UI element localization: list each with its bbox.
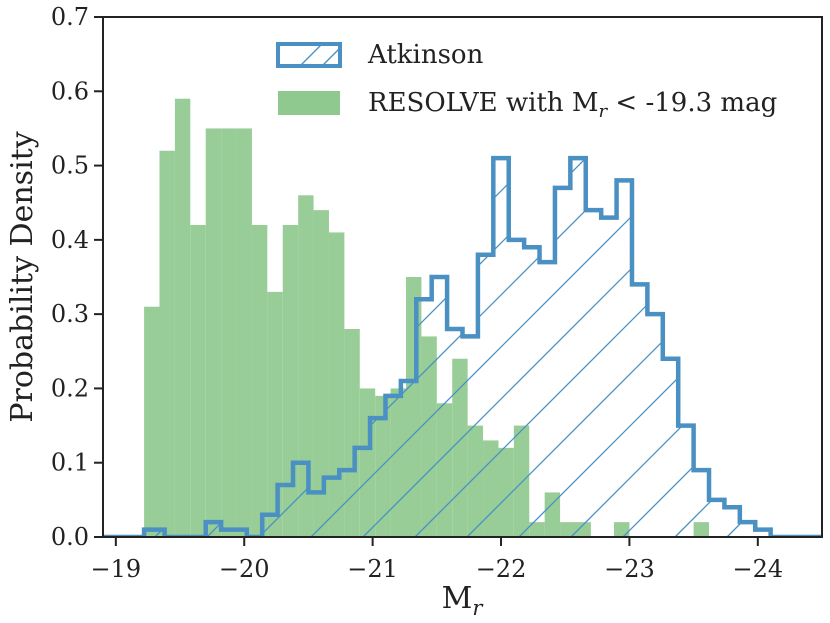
resolve-bar-13 <box>344 329 360 537</box>
resolve-bar-7 <box>251 225 268 537</box>
resolve-bars <box>144 98 710 537</box>
resolve-bar-21 <box>467 425 484 537</box>
resolve-bar-23 <box>498 447 514 537</box>
legend-swatch-resolve <box>278 91 340 115</box>
resolve-bar-25 <box>529 522 545 537</box>
resolve-bar-14 <box>359 388 376 537</box>
y-tick-label-0: 0.0 <box>51 523 89 551</box>
resolve-bar-4 <box>205 128 222 537</box>
resolve-bar-10 <box>298 195 314 537</box>
resolve-bar-18 <box>421 336 437 537</box>
y-tick-label-4: 0.4 <box>51 226 89 254</box>
y-tick-label-2: 0.2 <box>51 374 89 402</box>
legend-label-resolve: RESOLVE with Mr < -19.3 mag <box>368 88 777 122</box>
plot-frame <box>102 16 823 538</box>
legend-label-atkinson: Atkinson <box>367 40 484 70</box>
y-axis-ticks: 0.0 0.1 0.2 0.3 0.4 0.5 0.6 0.7 <box>51 3 103 551</box>
resolve-bar-6 <box>236 128 252 537</box>
x-tick-label-4: −23 <box>604 555 655 583</box>
resolve-bar-0 <box>144 306 160 537</box>
resolve-bar-27 <box>560 522 576 537</box>
atkinson-step-outline <box>103 155 822 537</box>
resolve-bar-26 <box>544 492 561 537</box>
y-tick-label-5: 0.5 <box>51 152 89 180</box>
resolve-bar-29 <box>614 522 630 537</box>
resolve-bar-19 <box>436 403 453 537</box>
x-axis-ticks: −19 −20 −21 −22 −23 −24 <box>91 537 783 583</box>
resolve-bar-11 <box>313 210 329 537</box>
x-tick-label-3: −22 <box>476 555 527 583</box>
resolve-bar-2 <box>174 98 191 537</box>
resolve-bar-8 <box>267 291 283 537</box>
y-tick-label-6: 0.6 <box>51 77 89 105</box>
resolve-bar-1 <box>159 150 175 537</box>
resolve-bar-9 <box>282 225 299 537</box>
resolve-bar-15 <box>375 395 391 537</box>
x-tick-label-1: −20 <box>219 555 270 583</box>
y-axis-title: Probability Density <box>5 131 40 422</box>
legend: Atkinson RESOLVE with Mr < -19.3 mag <box>276 40 777 122</box>
resolve-bar-28 <box>575 522 591 537</box>
resolve-bar-17 <box>406 277 422 537</box>
resolve-bar-24 <box>513 425 530 537</box>
resolve-bar-5 <box>221 128 237 537</box>
x-axis-title: Mr <box>442 581 485 620</box>
resolve-bar-30 <box>693 522 710 537</box>
resolve-bar-22 <box>483 440 499 537</box>
resolve-bar-20 <box>452 358 468 537</box>
resolve-bar-12 <box>328 232 345 537</box>
y-tick-label-7: 0.7 <box>51 3 89 31</box>
x-tick-label-2: −21 <box>347 555 398 583</box>
resolve-bar-16 <box>390 388 407 537</box>
resolve-bar-3 <box>190 225 206 537</box>
y-tick-label-1: 0.1 <box>51 449 89 477</box>
x-tick-label-0: −19 <box>91 555 142 583</box>
legend-swatch-atkinson <box>276 42 342 68</box>
legend-swatch-atkinson-hatch <box>299 43 341 67</box>
x-tick-label-5: −24 <box>732 555 783 583</box>
y-tick-label-3: 0.3 <box>51 300 89 328</box>
